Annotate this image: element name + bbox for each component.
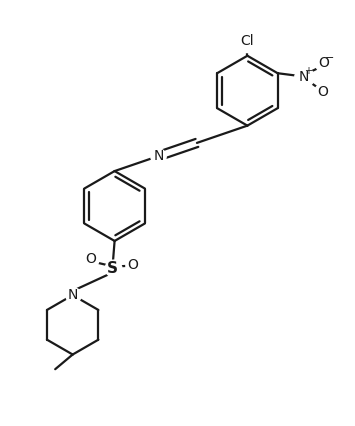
Text: N: N	[67, 288, 78, 302]
Text: +: +	[304, 66, 312, 77]
Text: O: O	[319, 56, 329, 70]
Text: −: −	[325, 53, 334, 63]
Text: O: O	[86, 253, 97, 267]
Text: N: N	[299, 70, 309, 84]
Text: N: N	[153, 149, 164, 163]
Text: S: S	[107, 261, 118, 276]
Text: Cl: Cl	[241, 34, 254, 48]
Text: O: O	[128, 258, 138, 272]
Text: O: O	[318, 86, 328, 99]
